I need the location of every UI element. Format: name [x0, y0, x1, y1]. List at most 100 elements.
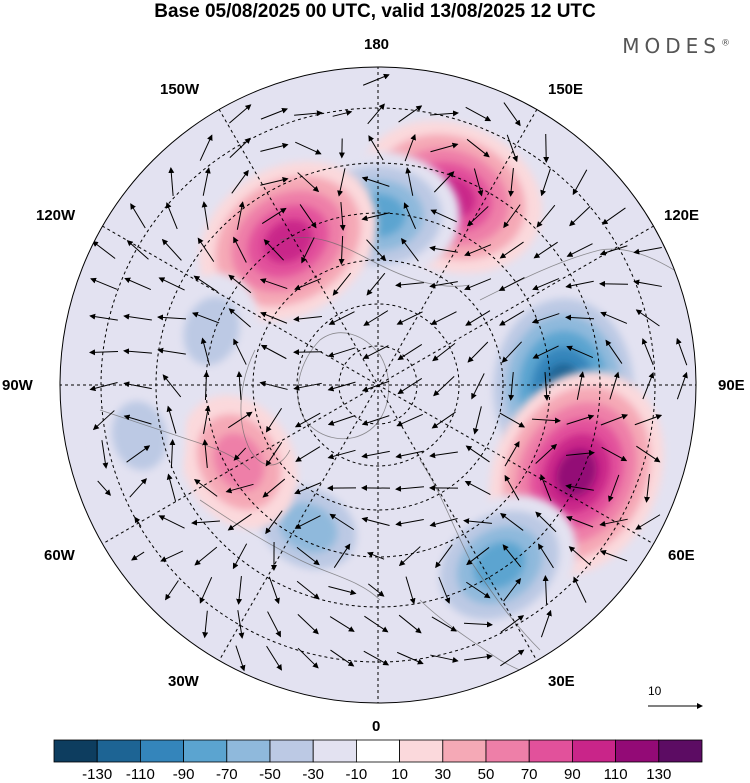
wind-vector: [263, 239, 284, 261]
lon-label-120e: 120E: [664, 207, 700, 224]
wind-vector: [126, 240, 149, 260]
wind-vector: [396, 311, 423, 325]
wind-vector: [166, 473, 177, 502]
wind-vector: [466, 547, 490, 566]
lon-label-150w: 150W: [160, 81, 200, 98]
wind-vector: [473, 168, 484, 197]
lon-label-30e: 30E: [548, 673, 575, 690]
wind-vector: [166, 405, 177, 434]
wind-vector: [259, 380, 288, 390]
wind-vector: [465, 445, 490, 463]
lon-label-150e: 150E: [548, 81, 584, 98]
wind-vector: [396, 651, 424, 665]
wind-vector: [609, 371, 620, 400]
brand-mark: ®: [721, 38, 730, 49]
wind-vector: [429, 245, 458, 253]
wind-vector: [431, 411, 456, 429]
colorbar-swatch: [658, 739, 703, 763]
wind-vector: [500, 649, 525, 667]
wind-vector: [161, 238, 182, 261]
wind-vector: [229, 104, 252, 124]
wind-vector: [499, 310, 525, 326]
wind-vector: [633, 279, 662, 287]
wind-vector: [605, 339, 623, 364]
wind-vector: [430, 142, 459, 153]
wind-vector: [565, 483, 594, 491]
lon-label-60w: 60W: [44, 547, 75, 564]
wind-vector: [500, 512, 524, 531]
wind-vector: [601, 446, 628, 462]
wind-vector: [401, 237, 419, 262]
wind-vector: [539, 474, 552, 502]
lon-label-180: 180: [364, 36, 390, 53]
wind-vectors: [89, 73, 688, 672]
wind-vector: [397, 344, 423, 361]
colorbar-swatch: [442, 739, 487, 763]
wind-vector: [295, 446, 321, 462]
anomaly-field: [93, 120, 664, 636]
wind-vector: [429, 281, 458, 289]
wind-vector: [433, 376, 455, 397]
wind-vector: [569, 206, 591, 227]
wind-vector: [397, 377, 423, 395]
wind-vector: [327, 449, 356, 460]
lon-label-90e: 90E: [718, 377, 745, 394]
anomaly-contour: [473, 541, 526, 589]
wind-vector: [169, 439, 176, 469]
wind-vector: [126, 445, 151, 463]
wind-vector: [362, 73, 390, 86]
wind-vector: [228, 274, 252, 294]
wind-vector: [430, 654, 459, 663]
wind-vector: [329, 513, 355, 531]
wind-vector: [265, 510, 283, 535]
wind-vector: [367, 103, 385, 125]
wind-vector: [471, 373, 485, 400]
wind-vector: [293, 315, 322, 322]
wind-vector: [158, 515, 185, 529]
wind-vector: [635, 514, 661, 530]
wind-vector: [301, 237, 315, 264]
colorbar-tick-label: -50: [259, 766, 281, 783]
wind-vector: [573, 576, 587, 603]
wind-vector: [429, 110, 459, 117]
wind-vector: [599, 550, 628, 562]
wind-vector: [635, 309, 660, 327]
wind-vector: [191, 312, 220, 324]
wind-vector: [260, 142, 289, 152]
wind-vector: [265, 407, 282, 433]
wind-vector: [531, 417, 561, 424]
wind-vector: [293, 349, 323, 356]
wind-vector: [540, 609, 552, 638]
wind-vector: [235, 645, 246, 672]
wind-vector: [368, 135, 384, 161]
wind-vector: [158, 277, 185, 291]
wind-vector: [165, 202, 178, 230]
wind-vector: [405, 167, 414, 196]
wind-vector: [330, 649, 355, 667]
colorbar-swatch: [139, 739, 184, 763]
anomaly-contour: [279, 503, 338, 553]
wind-vector: [634, 414, 663, 426]
wind-vector: [202, 610, 209, 639]
colorbar-swatch: [183, 739, 228, 763]
wind-vector: [233, 338, 247, 365]
wind-vector: [361, 176, 390, 187]
wind-vector: [568, 546, 591, 566]
wind-vector: [398, 105, 423, 123]
wind-vector: [543, 133, 550, 163]
colorbar-tick-label: 130: [646, 766, 672, 783]
wind-vector: [361, 212, 390, 221]
wind-vector: [504, 474, 520, 501]
wind-vector: [506, 134, 518, 163]
colorbar-tick-label: -110: [125, 766, 155, 783]
wind-vector: [466, 581, 491, 599]
wind-vector: [398, 546, 421, 567]
wind-vector: [367, 551, 385, 560]
wind-vector: [329, 616, 355, 632]
wind-vector: [193, 275, 218, 293]
wind-vector: [233, 447, 247, 461]
wind-vector: [366, 272, 386, 296]
wind-vector: [542, 575, 549, 605]
wind-vector: [260, 107, 288, 120]
wind-vector: [566, 345, 594, 358]
